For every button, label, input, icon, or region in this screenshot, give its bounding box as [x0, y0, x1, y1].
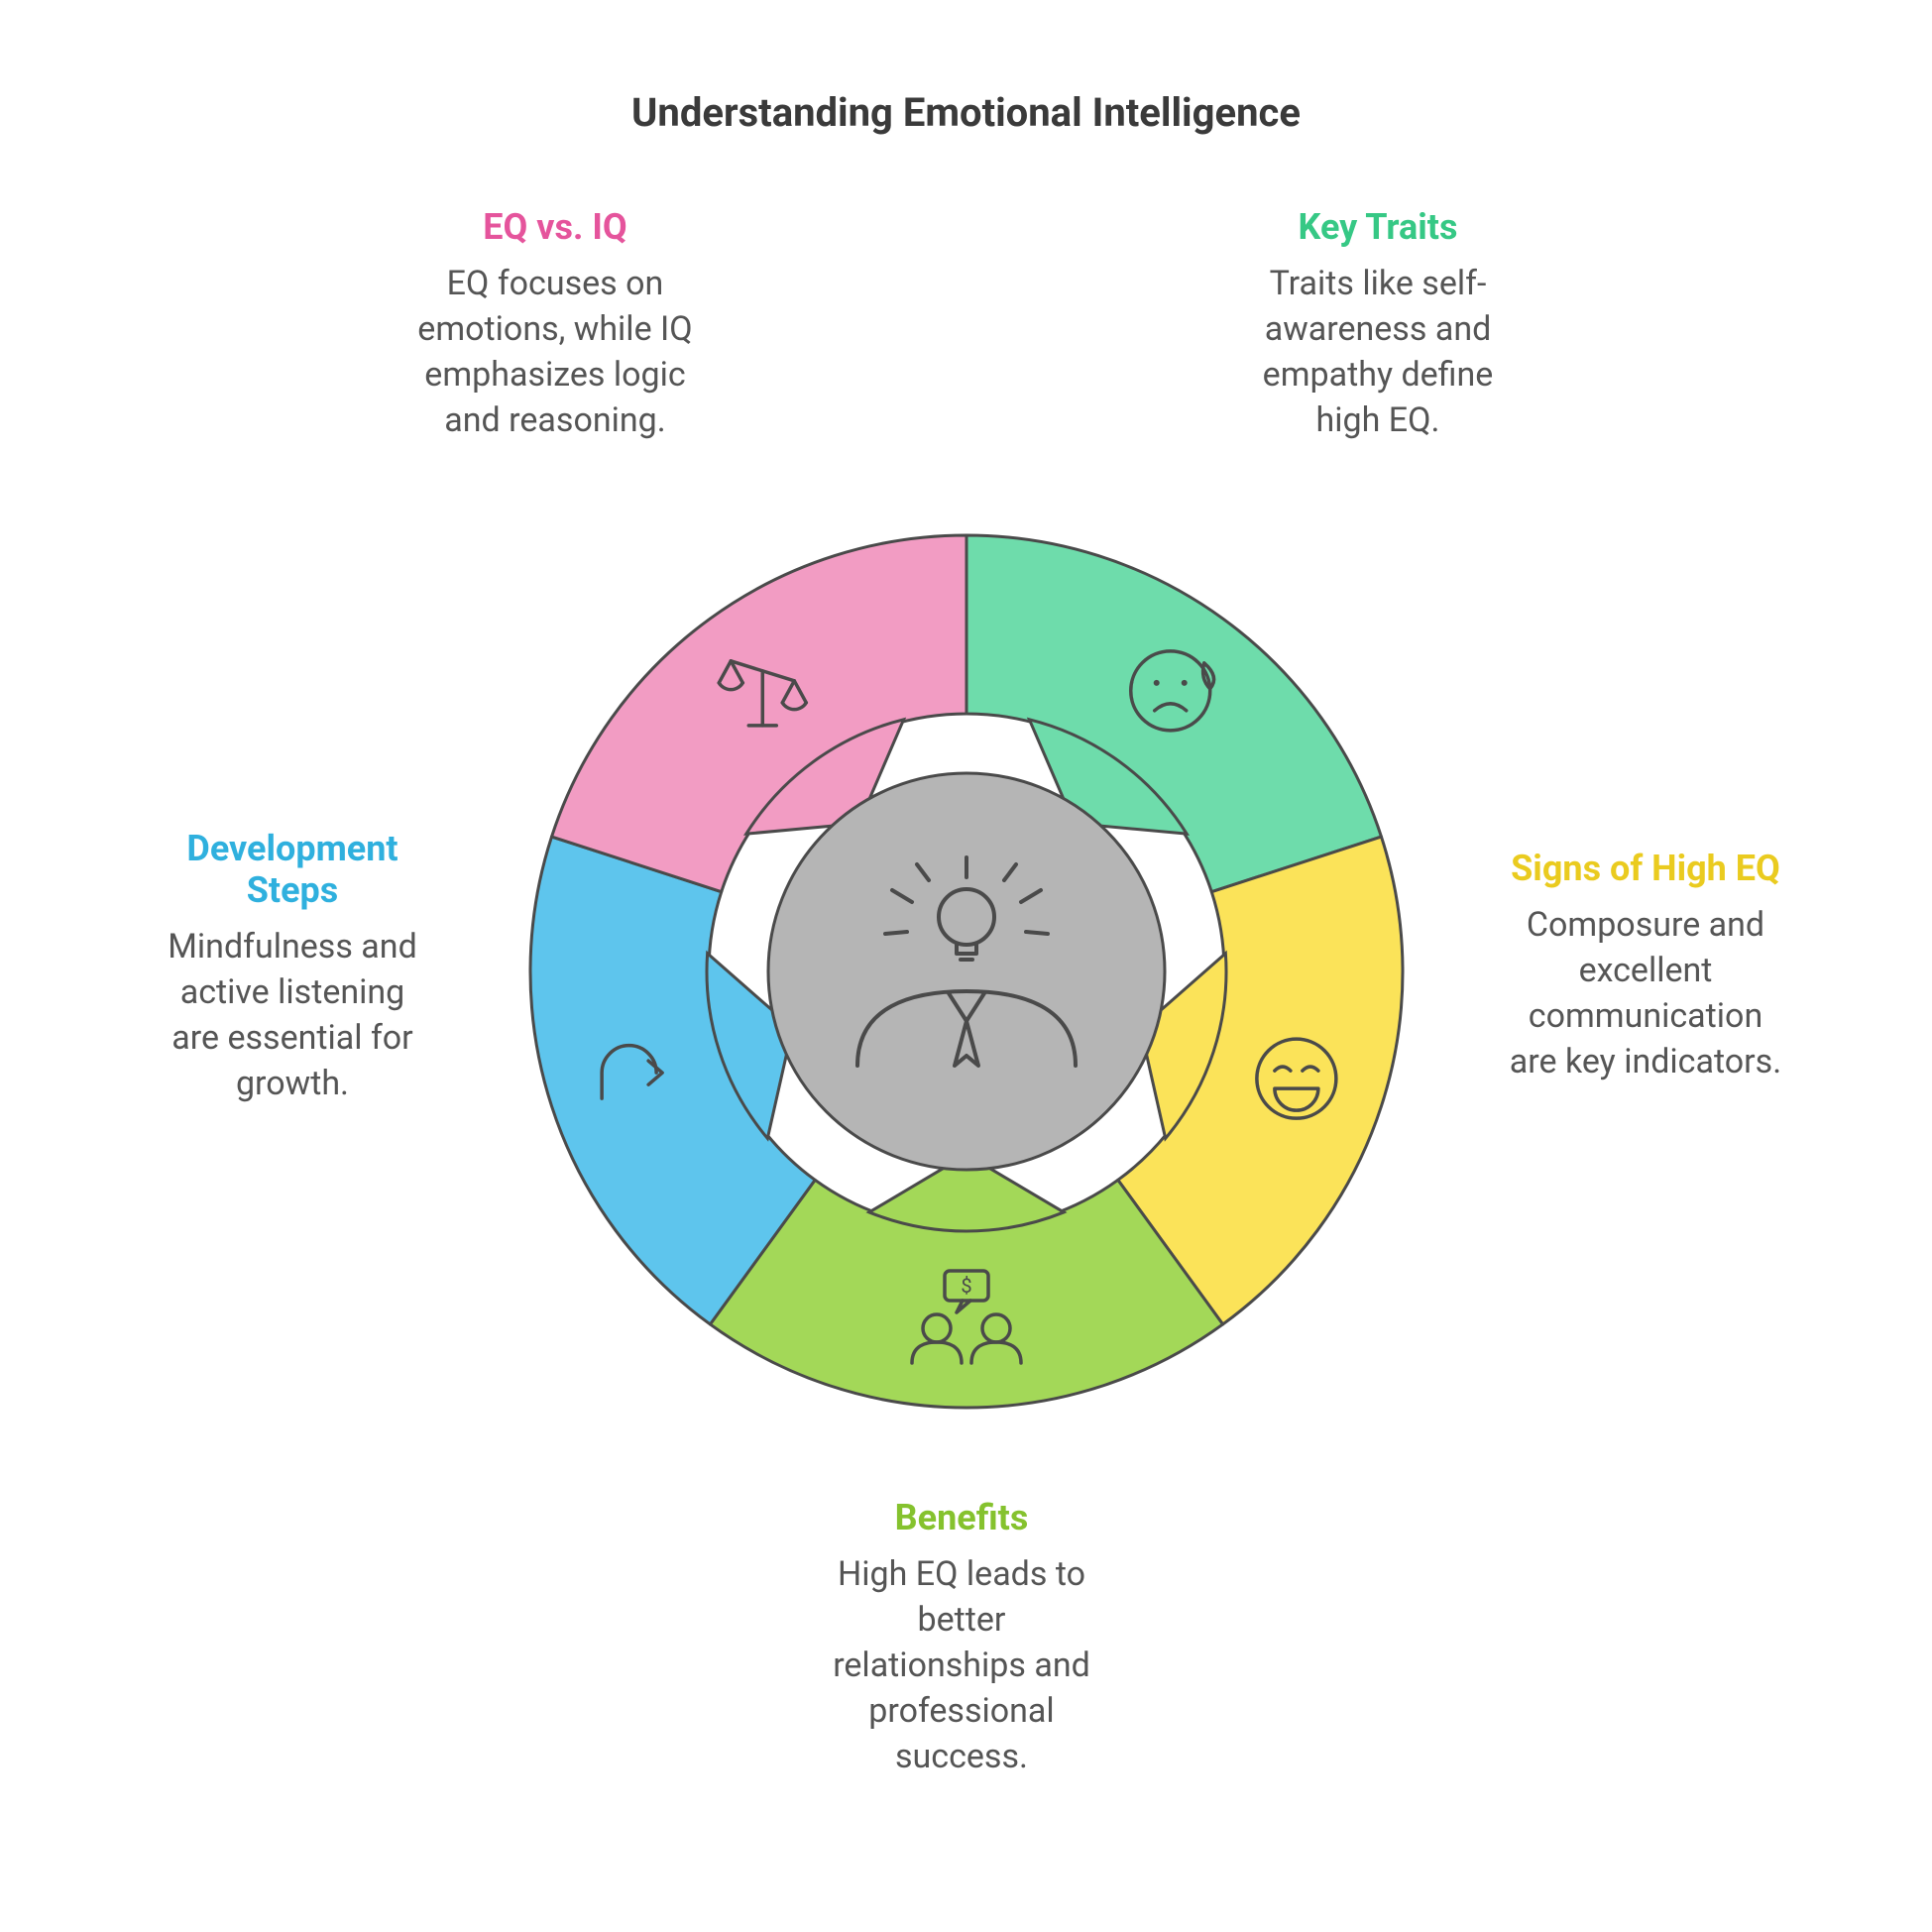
spoke-benefits — [868, 1167, 1063, 1231]
label-key_traits: Key Traits Traits like self-awareness and… — [1199, 206, 1556, 444]
wheel-diagram: $ — [511, 515, 1422, 1427]
hub-circle — [768, 773, 1165, 1170]
label-desc-signs: Composure andexcellentcommunicationare k… — [1467, 903, 1824, 1085]
label-eq_iq: EQ vs. IQ EQ focuses onemotions, while IQ… — [377, 206, 734, 444]
label-title-key_traits: Key Traits — [1199, 206, 1556, 248]
label-title-eq_iq: EQ vs. IQ — [377, 206, 734, 248]
label-desc-eq_iq: EQ focuses onemotions, while IQemphasize… — [377, 262, 734, 444]
svg-text:$: $ — [961, 1274, 971, 1298]
label-title-benefits: Benefits — [783, 1497, 1140, 1538]
label-desc-benefits: High EQ leads tobetterrelationships andp… — [783, 1552, 1140, 1779]
label-title-signs: Signs of High EQ — [1467, 848, 1824, 889]
label-title-development: DevelopmentSteps — [114, 828, 471, 911]
label-desc-key_traits: Traits like self-awareness andempathy de… — [1199, 262, 1556, 444]
label-benefits: Benefits High EQ leads tobetterrelationsh… — [783, 1497, 1140, 1779]
label-signs: Signs of High EQ Composure andexcellentco… — [1467, 848, 1824, 1085]
label-desc-development: Mindfulness andactive listeningare essen… — [114, 925, 471, 1107]
label-development: DevelopmentSteps Mindfulness andactive li… — [114, 828, 471, 1107]
page-title: Understanding Emotional Intelligence — [631, 89, 1301, 136]
